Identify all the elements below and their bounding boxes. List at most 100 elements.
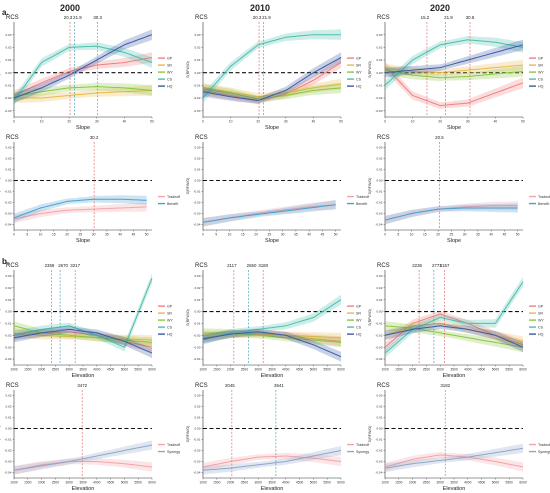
y-tick-label: 0.00 [194, 179, 200, 183]
legend-label: SR [167, 63, 172, 67]
y-tick-label: -0.04 [4, 471, 11, 475]
y-tick-label: 0.01 [376, 168, 382, 172]
x-tick-label: 5500 [135, 368, 143, 372]
x-tick-label: 1500 [213, 481, 221, 485]
ci-band-wy [14, 321, 152, 348]
y-axis-label: S(RFW/O) [186, 178, 190, 195]
ci-band-wy [385, 65, 523, 82]
y-axis-label: S(RFW/O) [186, 309, 190, 326]
threshold-label: 2670 [58, 263, 68, 268]
y-tick-label: -0.01 [193, 322, 200, 326]
y-tick-label: 0.02 [194, 45, 200, 49]
y-tick-label: 0.00 [194, 427, 200, 431]
y-tick-label: 0.01 [5, 168, 11, 172]
panel-tag: RCS [195, 263, 208, 269]
x-tick-label: 1500 [24, 481, 32, 485]
threshold-label: 2117 [227, 263, 237, 268]
x-tick-label: 0 [13, 233, 15, 237]
y-tick-label: -0.04 [4, 357, 11, 361]
y-tick-label: 0.03 [194, 394, 200, 398]
y-tick-label: -0.01 [193, 83, 200, 87]
x-tick-label: 0 [384, 233, 386, 237]
x-tick-label: 20 [67, 120, 71, 124]
x-tick-label: 1500 [395, 481, 403, 485]
legend-label: GP [167, 56, 173, 60]
y-tick-label: 0.00 [194, 71, 200, 75]
x-tick-label: 6000 [148, 481, 156, 485]
x-tick-label: 20 [438, 120, 442, 124]
y-tick-label: -0.01 [375, 322, 382, 326]
y-tick-label: -0.04 [193, 357, 200, 361]
legend-label: SR [167, 311, 172, 315]
threshold-label: 30.3 [93, 15, 102, 20]
year-title-2010: 2010 [250, 3, 271, 13]
y-tick-label: 0.00 [376, 71, 382, 75]
x-tick-label: 50 [521, 120, 525, 124]
panel-a-2000-top: RCS S(RFW/O) Slope 0 10 20 30 40 50 0.03 0.02 0.01 0… [0, 15, 173, 131]
x-tick-label: 5000 [310, 368, 318, 372]
y-tick-label: -0.04 [193, 223, 200, 227]
y-tick-label: 0.02 [376, 45, 382, 49]
x-tick-label: 40 [494, 120, 498, 124]
panel-b-2020-bottom: RCS S(RFW/O) Elevation 1000 1500 2000 2500 3000… [368, 383, 550, 492]
x-tick-label: 35 [294, 233, 298, 237]
ci-band-synergy [14, 440, 152, 475]
series-line-synergy [384, 447, 524, 469]
threshold-label: 21.9 [73, 15, 82, 20]
threshold-label: 3157 [440, 263, 450, 268]
series-line-hq [13, 34, 153, 99]
y-tick-label: 0.00 [5, 310, 11, 314]
x-tick-label: 4000 [93, 481, 101, 485]
x-tick-label: 1500 [395, 368, 403, 372]
series-line-wy [13, 325, 153, 343]
ci-band-tradeoff [385, 201, 518, 225]
legend-label: Tradeoff [356, 443, 369, 447]
x-axis-label: Elevation [72, 373, 95, 379]
x-tick-label: 50 [145, 233, 149, 237]
panel-tag: RCS [377, 383, 390, 389]
x-axis-label: Slope [265, 238, 279, 244]
ci-band-hq [203, 328, 341, 362]
y-tick-label: 0.00 [376, 179, 382, 183]
threshold-label: 3641 [274, 383, 284, 388]
panel-tag: RCS [195, 383, 208, 389]
legend-label: GP [167, 304, 173, 308]
y-tick-label: 0.01 [194, 298, 200, 302]
y-tick-label: -0.01 [4, 83, 11, 87]
panel-b-2000-bottom: RCS S(RFW/O) Elevation 1000 1500 2000 2500 3000… [0, 383, 180, 492]
x-tick-label: 4500 [296, 481, 304, 485]
series-line-benefit [13, 198, 147, 219]
series-line-cs [202, 299, 342, 341]
y-tick-label: -0.01 [4, 438, 11, 442]
series-line-wy [202, 87, 342, 100]
legend-label: CS [167, 77, 173, 81]
x-tick-label: 35 [476, 233, 480, 237]
x-tick-label: 1000 [199, 481, 207, 485]
x-tick-label: 5000 [492, 368, 500, 372]
series-line-synergy [202, 450, 342, 471]
ci-band-tradeoff [14, 202, 147, 224]
x-tick-label: 2500 [423, 368, 431, 372]
series-line-hq [202, 57, 342, 102]
y-tick-label: 0.00 [376, 427, 382, 431]
series-line-wy [384, 69, 524, 79]
threshold-label: 21.9 [444, 15, 453, 20]
y-tick-label: 0.02 [194, 405, 200, 409]
y-tick-label: -0.03 [193, 109, 200, 113]
legend-label: HQ [356, 332, 362, 336]
panel-tag: RCS [377, 263, 390, 269]
x-tick-label: 45 [132, 233, 136, 237]
x-tick-label: 1000 [199, 368, 207, 372]
y-tick-label: -0.04 [375, 471, 382, 475]
x-tick-label: 40 [312, 120, 316, 124]
x-tick-label: 4000 [93, 368, 101, 372]
legend-label: CS [167, 325, 173, 329]
x-tick-label: 15 [52, 233, 56, 237]
y-axis-label: S(RFW/O) [186, 61, 190, 78]
x-axis-label: Elevation [261, 486, 284, 492]
y-tick-label: -0.03 [4, 212, 11, 216]
y-tick-label: 0.03 [5, 33, 11, 37]
legend-label: WY [167, 70, 173, 74]
